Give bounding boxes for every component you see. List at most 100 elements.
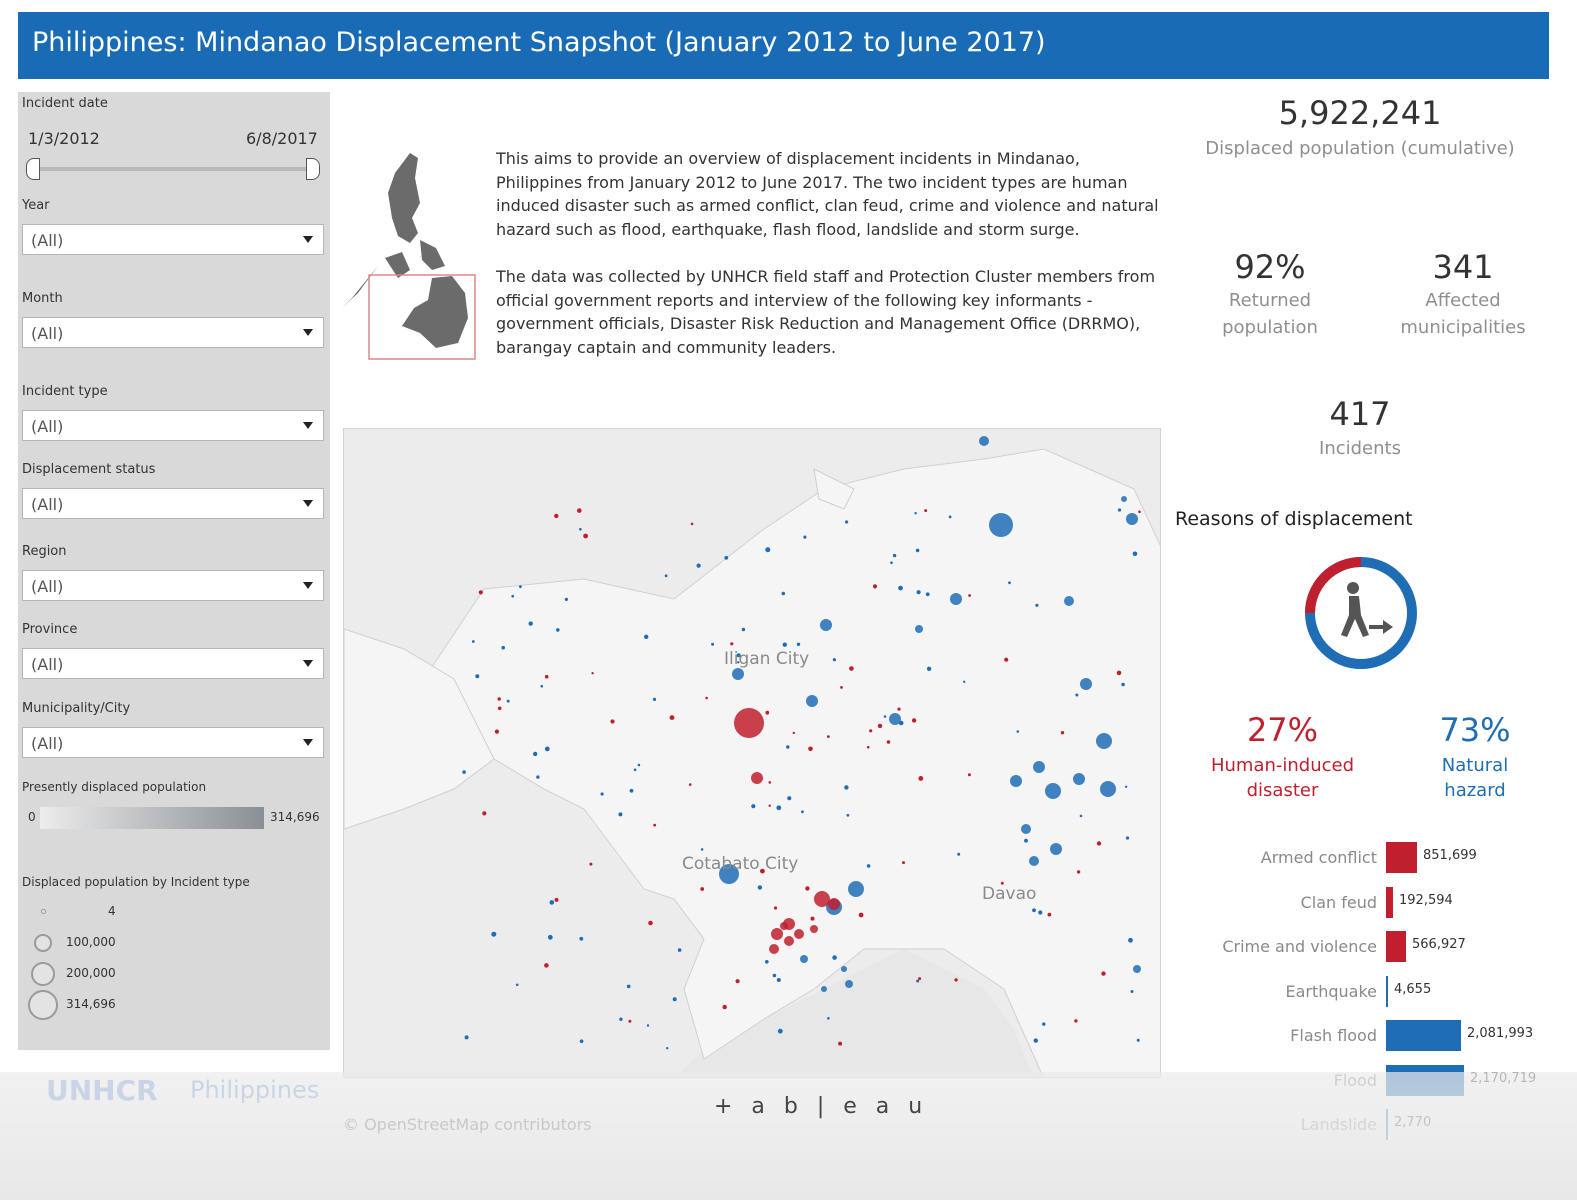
incident-marker[interactable] <box>838 1041 843 1046</box>
incident-marker[interactable] <box>705 696 708 700</box>
incident-marker[interactable] <box>677 948 682 952</box>
incident-marker[interactable] <box>1136 1038 1140 1042</box>
incident-marker[interactable] <box>644 634 649 639</box>
incident-marker[interactable] <box>844 785 849 790</box>
incident-marker[interactable] <box>637 763 641 767</box>
incident-marker[interactable] <box>1126 513 1138 525</box>
incident-marker[interactable] <box>806 695 818 707</box>
incident-marker[interactable] <box>773 906 778 910</box>
incident-marker[interactable] <box>554 513 559 519</box>
incident-marker[interactable] <box>700 848 704 851</box>
date-slider-end-handle[interactable] <box>306 158 320 180</box>
incident-marker[interactable] <box>564 597 568 601</box>
incident-marker[interactable] <box>866 864 871 868</box>
incident-marker[interactable] <box>820 619 832 631</box>
incident-marker[interactable] <box>652 697 657 701</box>
incident-marker[interactable] <box>957 852 961 856</box>
incident-marker[interactable] <box>556 628 560 632</box>
incident-marker[interactable] <box>554 897 559 902</box>
incident-marker[interactable] <box>751 772 763 784</box>
incident-marker[interactable] <box>915 548 920 553</box>
incident-marker[interactable] <box>848 881 864 897</box>
incident-marker[interactable] <box>776 805 782 811</box>
incident-marker[interactable] <box>1121 682 1125 687</box>
incident-marker[interactable] <box>1035 603 1039 607</box>
incident-marker[interactable] <box>751 804 756 809</box>
incident-marker[interactable] <box>877 723 883 729</box>
incident-marker[interactable] <box>633 768 637 772</box>
incident-marker[interactable] <box>780 922 788 930</box>
incident-marker[interactable] <box>1029 856 1039 866</box>
incident-marker[interactable] <box>1138 510 1141 514</box>
incident-type-dropdown[interactable]: (All) <box>22 410 324 441</box>
incident-marker[interactable] <box>579 936 584 941</box>
incident-marker[interactable] <box>897 707 901 711</box>
incident-marker[interactable] <box>810 916 815 921</box>
incident-marker[interactable] <box>1064 596 1074 606</box>
incident-marker[interactable] <box>792 731 795 735</box>
incident-marker[interactable] <box>765 547 771 553</box>
incident-marker[interactable] <box>898 720 904 726</box>
incident-marker[interactable] <box>1060 731 1065 735</box>
incident-marker[interactable] <box>926 666 932 671</box>
incident-marker[interactable] <box>591 672 594 675</box>
incident-marker[interactable] <box>528 621 533 626</box>
incident-marker[interactable] <box>628 1019 632 1023</box>
incident-marker[interactable] <box>768 781 772 784</box>
incident-marker[interactable] <box>963 680 966 683</box>
incident-marker[interactable] <box>889 713 901 725</box>
incident-marker[interactable] <box>1008 581 1011 585</box>
incident-marker[interactable] <box>1121 496 1127 502</box>
incident-marker[interactable] <box>724 555 729 560</box>
incident-marker[interactable] <box>841 966 847 972</box>
incident-marker[interactable] <box>1032 908 1036 913</box>
incident-marker[interactable] <box>1079 814 1083 818</box>
incident-marker[interactable] <box>1101 971 1106 976</box>
incident-marker[interactable] <box>544 746 550 752</box>
incident-marker[interactable] <box>540 684 544 688</box>
incident-marker[interactable] <box>948 515 952 519</box>
incident-marker[interactable] <box>1074 1019 1078 1023</box>
incident-marker[interactable] <box>845 980 853 988</box>
incident-marker[interactable] <box>849 666 854 671</box>
incident-marker[interactable] <box>583 533 588 539</box>
incident-marker[interactable] <box>511 594 514 598</box>
incident-marker[interactable] <box>772 973 777 978</box>
incident-marker[interactable] <box>519 585 522 589</box>
incident-marker[interactable] <box>776 978 781 982</box>
incident-marker[interactable] <box>787 796 792 801</box>
incident-marker[interactable] <box>883 715 887 718</box>
incident-marker[interactable] <box>666 1047 669 1050</box>
incident-marker[interactable] <box>781 591 786 596</box>
incident-marker[interactable] <box>1010 775 1022 787</box>
incident-marker[interactable] <box>653 823 657 827</box>
incident-marker[interactable] <box>979 436 989 446</box>
incident-marker[interactable] <box>869 729 873 733</box>
incident-marker[interactable] <box>968 594 971 597</box>
incident-marker[interactable] <box>506 699 510 703</box>
incident-marker[interactable] <box>719 864 739 884</box>
incident-marker[interactable] <box>1033 1038 1038 1043</box>
incident-marker[interactable] <box>497 697 501 701</box>
incident-marker[interactable] <box>832 955 837 960</box>
incident-marker[interactable] <box>911 718 917 723</box>
incident-marker[interactable] <box>688 783 692 786</box>
incident-marker[interactable] <box>805 886 810 891</box>
incident-marker[interactable] <box>732 668 744 680</box>
incident-marker[interactable] <box>462 770 466 774</box>
incident-marker[interactable] <box>1128 937 1133 943</box>
incident-marker[interactable] <box>801 810 804 814</box>
incident-marker[interactable] <box>886 740 891 744</box>
incident-marker[interactable] <box>471 640 475 643</box>
incident-marker[interactable] <box>967 773 971 777</box>
incident-marker[interactable] <box>1076 870 1081 874</box>
incident-marker[interactable] <box>950 593 962 605</box>
incident-marker[interactable] <box>925 592 930 597</box>
incident-marker[interactable] <box>866 745 870 749</box>
incident-marker[interactable] <box>589 862 593 866</box>
bar-mark[interactable] <box>1386 975 1388 1007</box>
incident-marker[interactable] <box>711 642 715 646</box>
incident-marker[interactable] <box>1050 843 1062 855</box>
incident-marker[interactable] <box>890 561 893 564</box>
incident-marker[interactable] <box>898 585 903 591</box>
